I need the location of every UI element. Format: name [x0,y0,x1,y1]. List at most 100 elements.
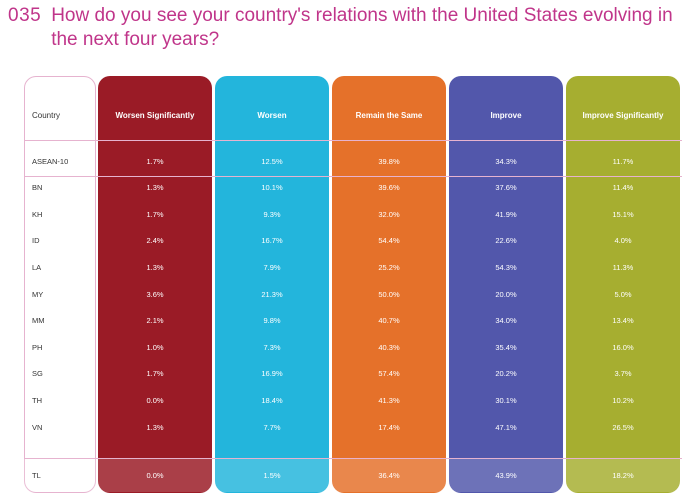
column-2-background [332,76,446,493]
table-row: SG 1.7% 16.9% 57.4% 20.2% 3.7% [24,361,682,387]
value-cell: 9.3% [263,209,281,219]
table-row: ASEAN-10 1.7% 12.5% 39.8% 34.3% 11.7% [24,148,682,174]
row-separator [24,176,682,177]
row-country-label: MY [32,289,44,299]
value-cell: 16.7% [261,236,283,246]
row-country-label: LA [32,262,42,272]
value-cell: 2.1% [146,316,164,326]
row-country-label: KH [32,209,43,219]
table-row: PH 1.0% 7.3% 40.3% 35.4% 16.0% [24,334,682,360]
value-cell: 47.1% [495,422,517,432]
value-cell: 41.9% [495,209,517,219]
value-cell: 7.7% [263,422,281,432]
row-country-label: SG [32,369,43,379]
value-cell: 39.6% [378,183,400,193]
value-cell: 4.0% [614,236,632,246]
value-cell: 0.0% [146,395,164,405]
column-3-background [449,76,563,493]
value-cell: 34.0% [495,316,517,326]
value-cell: 21.3% [261,289,283,299]
table-row: LA 1.3% 7.9% 25.2% 54.3% 11.3% [24,254,682,280]
header-improve-significantly: Improve Significantly [582,110,664,120]
value-cell: 16.0% [612,342,634,352]
value-cell: 18.4% [261,395,283,405]
value-cell: 10.2% [612,395,634,405]
value-cell: 18.2% [612,470,634,480]
header-improve: Improve [490,110,522,120]
column-4-background [566,76,680,493]
value-cell: 22.6% [495,236,517,246]
chart-title: 035 How do you see your country's relati… [8,4,693,52]
last-row-band [24,459,682,492]
column-0-background [98,76,212,493]
value-cell: 1.3% [146,262,164,272]
value-cell: 40.7% [378,316,400,326]
table-row: TH 0.0% 18.4% 41.3% 30.1% 10.2% [24,387,682,413]
value-cell: 17.4% [378,422,400,432]
value-cell: 11.3% [612,262,634,272]
value-cell: 20.0% [495,289,517,299]
column-1-background [215,76,329,493]
value-cell: 57.4% [378,369,400,379]
value-cell: 9.8% [263,316,281,326]
row-country-label: TH [32,395,42,405]
value-cell: 11.4% [612,183,634,193]
value-cell: 34.3% [495,156,517,166]
row-country-label: ID [32,236,40,246]
table-row: BN 1.3% 10.1% 39.6% 37.6% 11.4% [24,175,682,201]
table-row: MM 2.1% 9.8% 40.7% 34.0% 13.4% [24,308,682,334]
value-cell: 11.7% [612,156,634,166]
value-cell: 32.0% [378,209,400,219]
row-country-label: VN [32,422,43,432]
table-row: ID 2.4% 16.7% 54.4% 22.6% 4.0% [24,228,682,254]
value-cell: 1.7% [146,156,164,166]
question-number: 035 [8,5,42,26]
value-cell: 54.3% [495,262,517,272]
value-cell: 2.4% [146,236,164,246]
value-cell: 26.5% [612,422,634,432]
row-country-label: TL [32,470,41,480]
value-cell: 7.3% [263,342,281,352]
value-cell: 50.0% [378,289,400,299]
country-column [24,76,96,493]
row-country-label: ASEAN-10 [32,156,69,166]
row-country-label: BN [32,183,43,193]
value-cell: 5.0% [614,289,632,299]
table-row: VN 1.3% 7.7% 17.4% 47.1% 26.5% [24,414,682,440]
value-cell: 40.3% [378,342,400,352]
value-cell: 3.6% [146,289,164,299]
table-row: MY 3.6% 21.3% 50.0% 20.0% 5.0% [24,281,682,307]
value-cell: 1.3% [146,183,164,193]
value-cell: 10.1% [261,183,283,193]
value-cell: 0.0% [146,470,164,480]
value-cell: 12.5% [261,156,283,166]
value-cell: 25.2% [378,262,400,272]
header-country: Country [32,110,61,120]
row-separator [24,140,682,141]
value-cell: 36.4% [378,470,400,480]
value-cell: 41.3% [378,395,400,405]
row-country-label: PH [32,342,43,352]
value-cell: 15.1% [612,209,634,219]
value-cell: 37.6% [495,183,517,193]
value-cell: 1.3% [146,422,164,432]
header-remain-the-same: Remain the Same [355,110,423,120]
value-cell: 7.9% [263,262,281,272]
table-row: TL 0.0% 1.5% 36.4% 43.9% 18.2% [24,462,682,488]
value-cell: 30.1% [495,395,517,405]
value-cell: 3.7% [614,369,632,379]
header-worsen-significantly: Worsen Significantly [115,110,195,120]
value-cell: 16.9% [261,369,283,379]
value-cell: 1.0% [146,342,164,352]
value-cell: 43.9% [495,470,517,480]
value-cell: 20.2% [495,369,517,379]
value-cell: 54.4% [378,236,400,246]
header-worsen: Worsen [257,110,287,120]
value-cell: 13.4% [612,316,634,326]
value-cell: 1.7% [146,209,164,219]
value-cell: 35.4% [495,342,517,352]
question-text: How do you see your country's relations … [51,5,673,50]
value-cell: 39.8% [378,156,400,166]
row-country-label: MM [32,316,45,326]
